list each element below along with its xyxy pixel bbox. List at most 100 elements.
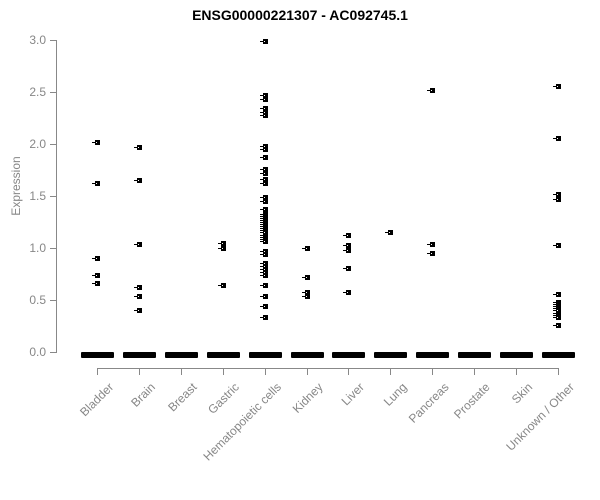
x-tick-label: Gastric (204, 380, 242, 417)
data-point (552, 197, 561, 202)
data-point (552, 192, 561, 197)
data-point (427, 242, 436, 247)
data-point (133, 308, 142, 313)
data-point (259, 294, 268, 299)
data-point (259, 249, 268, 254)
y-tick-label: 2.0 (29, 137, 46, 151)
x-tick-label: Lung (380, 380, 410, 409)
plot-title: ENSG00000221307 - AC092745.1 (192, 7, 408, 23)
x-tick-label: Kidney (289, 380, 326, 416)
x-tick-mark (557, 368, 559, 375)
x-tick-mark (474, 368, 476, 375)
data-point (259, 252, 268, 257)
data-point (133, 178, 142, 183)
data-point (552, 292, 561, 297)
x-tick-mark (390, 368, 392, 375)
data-point (259, 264, 268, 269)
x-tick-mark (432, 368, 434, 375)
data-point (259, 199, 268, 204)
data-point (259, 110, 268, 115)
data-point (343, 248, 352, 253)
data-point (259, 304, 268, 309)
data-point (133, 242, 142, 247)
data-point (343, 243, 352, 248)
data-point (217, 283, 226, 288)
data-point (343, 290, 352, 295)
y-tick-mark (50, 352, 56, 353)
data-point (552, 323, 561, 328)
data-point (343, 233, 352, 238)
data-point (259, 113, 268, 118)
zero-expression-cluster (206, 352, 240, 358)
data-point (552, 308, 561, 313)
zero-expression-cluster (500, 352, 533, 358)
zero-expression-cluster (290, 352, 324, 358)
data-point (259, 39, 268, 44)
y-tick-label: 2.5 (29, 85, 46, 99)
x-axis-line (97, 368, 559, 369)
y-tick-label: 1.5 (29, 189, 46, 203)
x-tick-mark (180, 368, 182, 375)
data-point (259, 273, 268, 278)
data-point (427, 251, 436, 256)
data-point (385, 230, 394, 235)
y-tick-mark (50, 40, 56, 41)
x-tick-mark (138, 368, 140, 375)
data-point (259, 171, 268, 176)
data-point (301, 275, 310, 280)
y-tick-mark (50, 196, 56, 197)
data-point (92, 181, 100, 186)
data-point (92, 140, 100, 145)
data-point (259, 106, 268, 111)
zero-expression-cluster (248, 352, 282, 358)
x-tick-label: Liver (339, 380, 368, 409)
x-tick-mark (264, 368, 266, 375)
data-point (343, 266, 352, 271)
data-point (92, 256, 100, 261)
data-point (259, 167, 268, 172)
x-tick-mark (306, 368, 308, 375)
data-point (259, 147, 268, 152)
x-tick-label: Pancreas (405, 380, 452, 426)
y-tick-mark (50, 144, 56, 145)
y-tick-label: 3.0 (29, 33, 46, 47)
data-point (259, 270, 268, 275)
data-point (133, 285, 142, 290)
data-point (133, 294, 142, 299)
y-tick-mark (50, 300, 56, 301)
data-point (259, 283, 268, 288)
data-point (259, 315, 268, 320)
data-point (259, 155, 268, 160)
y-axis-label: Expression (9, 156, 23, 216)
data-point (259, 144, 268, 149)
data-point (259, 181, 268, 186)
y-tick-mark (50, 248, 56, 249)
data-point (217, 241, 226, 246)
zero-expression-cluster (458, 352, 492, 358)
x-tick-label: Hematopoietic cells (200, 380, 284, 464)
data-point (259, 93, 268, 98)
data-point (427, 88, 436, 93)
zero-expression-cluster (81, 352, 114, 358)
data-point (92, 281, 100, 286)
data-point (301, 294, 310, 299)
data-point (259, 195, 268, 200)
data-point (133, 145, 142, 150)
x-tick-label: Bladder (76, 380, 116, 420)
data-point (552, 136, 561, 141)
x-tick-label: Brain (128, 380, 158, 410)
zero-expression-cluster (416, 352, 450, 358)
zero-expression-cluster (374, 352, 408, 358)
x-tick-label: Prostate (451, 380, 494, 422)
zero-expression-cluster (332, 352, 366, 358)
zero-expression-cluster (122, 352, 156, 358)
data-point (217, 246, 226, 251)
data-point (301, 290, 310, 295)
data-point (552, 84, 561, 89)
data-point (552, 243, 561, 248)
y-axis-line (56, 39, 57, 353)
zero-expression-cluster (541, 352, 575, 358)
x-tick-mark (516, 368, 517, 375)
data-point (552, 315, 561, 320)
